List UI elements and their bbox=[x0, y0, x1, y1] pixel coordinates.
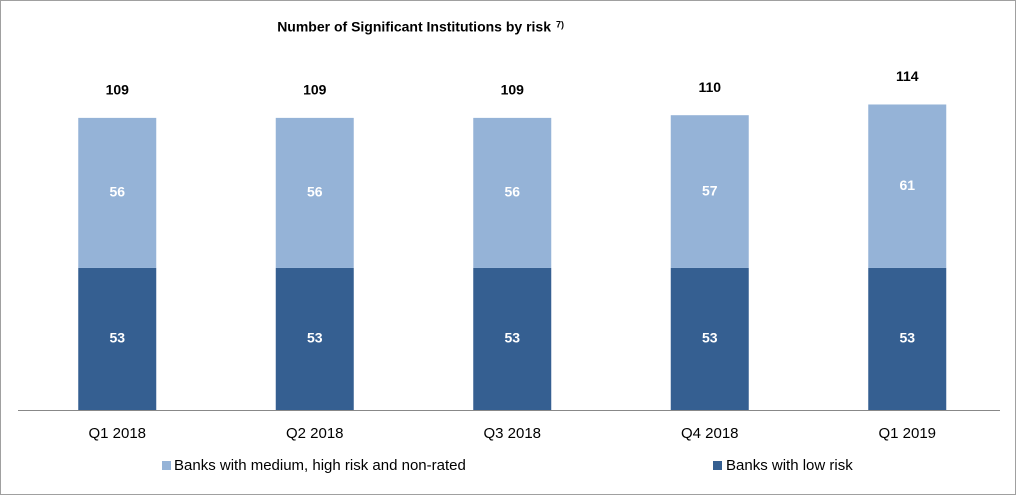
data-label: 56 bbox=[504, 184, 520, 200]
legend-swatch bbox=[713, 461, 722, 470]
total-label: 114 bbox=[896, 68, 919, 84]
data-label: 53 bbox=[504, 330, 520, 346]
x-tick-label: Q1 2019 bbox=[878, 425, 936, 442]
total-label: 109 bbox=[501, 82, 525, 98]
data-label: 61 bbox=[899, 177, 915, 193]
legend-label: Banks with medium, high risk and non-rat… bbox=[174, 457, 466, 474]
data-label: 56 bbox=[307, 184, 323, 200]
legend-label: Banks with low risk bbox=[726, 457, 853, 474]
x-tick-label: Q4 2018 bbox=[681, 425, 739, 442]
legend-swatch bbox=[162, 461, 171, 470]
total-label: 109 bbox=[106, 82, 130, 98]
data-label: 56 bbox=[109, 184, 125, 200]
total-label: 110 bbox=[698, 79, 721, 95]
x-tick-label: Q3 2018 bbox=[483, 425, 541, 442]
data-label: 53 bbox=[899, 330, 915, 346]
x-tick-label: Q2 2018 bbox=[286, 425, 344, 442]
data-label: 57 bbox=[702, 182, 718, 198]
x-tick-label: Q1 2018 bbox=[88, 425, 146, 442]
data-label: 53 bbox=[109, 330, 125, 346]
data-label: 53 bbox=[702, 330, 718, 346]
chart-title: Number of Significant Institutions by ri… bbox=[277, 19, 551, 35]
data-label: 53 bbox=[307, 330, 323, 346]
title-note: 7) bbox=[556, 19, 564, 29]
total-label: 109 bbox=[303, 82, 327, 98]
